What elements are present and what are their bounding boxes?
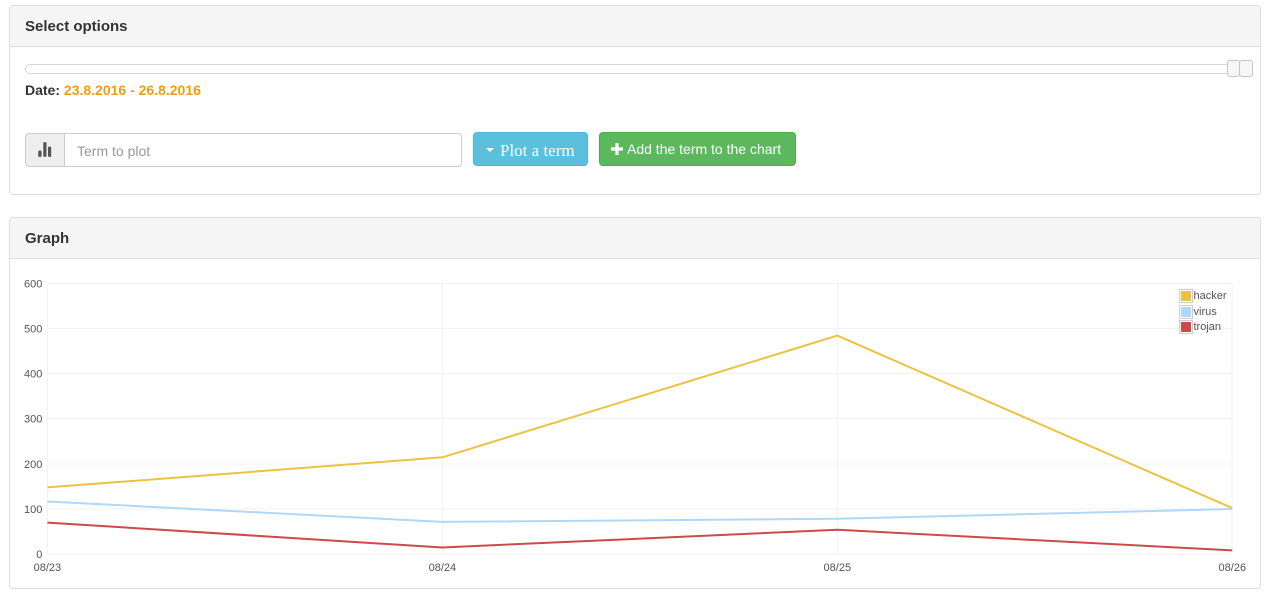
svg-text:500: 500 (24, 323, 42, 335)
svg-text:08/25: 08/25 (824, 562, 852, 574)
svg-text:0: 0 (36, 549, 42, 561)
svg-text:08/26: 08/26 (1219, 562, 1247, 574)
svg-text:600: 600 (24, 278, 42, 290)
svg-text:200: 200 (24, 459, 42, 471)
svg-text:08/24: 08/24 (429, 562, 457, 574)
svg-text:08/23: 08/23 (34, 562, 62, 574)
svg-text:100: 100 (24, 504, 42, 516)
svg-text:300: 300 (24, 414, 42, 426)
svg-text:400: 400 (24, 369, 42, 381)
